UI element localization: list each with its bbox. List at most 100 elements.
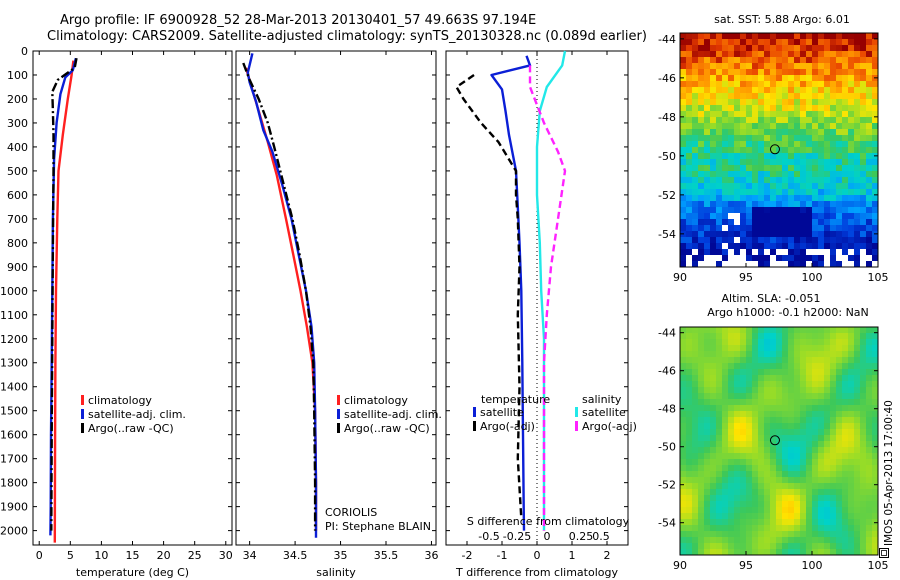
map-y-tick-label: -48 xyxy=(658,111,676,124)
legend-swatch xyxy=(337,423,340,433)
map-cell xyxy=(854,249,861,256)
map-cell xyxy=(824,531,831,538)
map-cell xyxy=(818,519,825,526)
map-cell xyxy=(860,189,867,196)
map-cell xyxy=(788,201,795,208)
map-cell xyxy=(722,423,729,430)
map-cell xyxy=(860,543,867,550)
map-cell xyxy=(710,459,717,466)
map-cell xyxy=(788,513,795,520)
map-cell xyxy=(728,141,735,148)
map-cell xyxy=(746,111,753,118)
map-cell xyxy=(698,447,705,454)
map-cell xyxy=(722,39,729,46)
map-cell xyxy=(686,405,693,412)
map-cell xyxy=(740,375,747,382)
map-cell xyxy=(722,435,729,442)
map-cell xyxy=(764,213,771,220)
map-cell xyxy=(758,111,765,118)
map-cell xyxy=(836,57,843,64)
map-cell xyxy=(776,549,783,556)
map-cell xyxy=(824,213,831,220)
map-cell xyxy=(872,111,879,118)
map-cell xyxy=(854,213,861,220)
map-cell xyxy=(728,63,735,70)
map-cell xyxy=(710,105,717,112)
map-y-tick-label: -50 xyxy=(658,441,676,454)
map-cell xyxy=(776,441,783,448)
map-cell xyxy=(710,387,717,394)
map-cell xyxy=(872,207,879,214)
map-cell xyxy=(728,105,735,112)
map-cell xyxy=(722,417,729,424)
map-cell xyxy=(860,351,867,358)
map-cell xyxy=(722,159,729,166)
map-cell xyxy=(812,519,819,526)
map-cell xyxy=(842,501,849,508)
map-cell xyxy=(764,345,771,352)
map-cell xyxy=(782,531,789,538)
map-cell xyxy=(758,93,765,100)
map-cell xyxy=(818,393,825,400)
map-cell xyxy=(872,399,879,406)
map-cell xyxy=(716,141,723,148)
legend-label: satellite xyxy=(480,406,524,419)
map-cell xyxy=(692,429,699,436)
map-cell xyxy=(746,153,753,160)
map-cell xyxy=(680,549,687,556)
map-cell xyxy=(776,51,783,58)
map-cell xyxy=(842,441,849,448)
map-cell xyxy=(860,405,867,412)
map-cell xyxy=(716,375,723,382)
map-cell xyxy=(770,261,777,268)
map-cell xyxy=(830,459,837,466)
map-cell xyxy=(824,411,831,418)
map-cell xyxy=(776,195,783,202)
map-cell xyxy=(722,327,729,334)
map-cell xyxy=(740,231,747,238)
map-cell xyxy=(764,195,771,202)
map-cell xyxy=(818,381,825,388)
map-cell xyxy=(830,111,837,118)
map-cell xyxy=(734,513,741,520)
map-cell xyxy=(698,423,705,430)
map-cell xyxy=(746,519,753,526)
map-cell xyxy=(686,549,693,556)
map-cell xyxy=(836,225,843,232)
map-cell xyxy=(704,429,711,436)
map-cell xyxy=(842,237,849,244)
map-cell xyxy=(818,369,825,376)
map-cell xyxy=(842,507,849,514)
map-cell xyxy=(824,117,831,124)
map-cell xyxy=(680,117,687,124)
map-cell xyxy=(854,183,861,190)
map-cell xyxy=(758,183,765,190)
map-cell xyxy=(872,375,879,382)
depth-tick-label: 700 xyxy=(7,213,28,226)
map-cell xyxy=(764,543,771,550)
map-cell xyxy=(680,447,687,454)
map-cell xyxy=(776,183,783,190)
map-cell xyxy=(788,237,795,244)
map-cell xyxy=(848,447,855,454)
map-cell xyxy=(752,351,759,358)
map-cell xyxy=(770,123,777,130)
map-cell xyxy=(692,363,699,370)
map-cell xyxy=(698,45,705,52)
map-cell xyxy=(722,111,729,118)
map-cell xyxy=(716,123,723,130)
map-cell xyxy=(746,87,753,94)
map-cell xyxy=(866,135,873,142)
map-cell xyxy=(854,387,861,394)
map-cell xyxy=(746,141,753,148)
map-cell xyxy=(764,507,771,514)
map-cell xyxy=(776,369,783,376)
map-cell xyxy=(770,33,777,40)
map-cell xyxy=(710,243,717,250)
map-cell xyxy=(746,159,753,166)
float-position-marker xyxy=(769,435,780,446)
map-cell xyxy=(842,57,849,64)
map-cell xyxy=(836,531,843,538)
map-cell xyxy=(824,381,831,388)
map-cell xyxy=(704,117,711,124)
